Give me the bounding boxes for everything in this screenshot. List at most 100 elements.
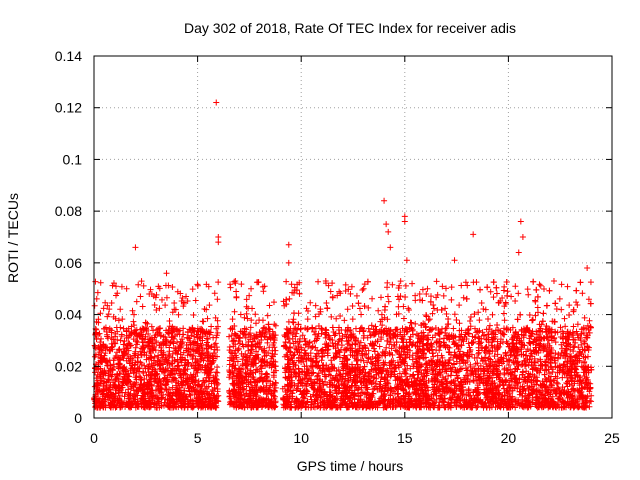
data-point [576, 357, 583, 364]
data-point [179, 295, 186, 302]
data-point [108, 344, 115, 351]
data-point [193, 394, 200, 401]
data-point [99, 395, 106, 402]
data-point [256, 368, 263, 375]
data-point [147, 381, 154, 388]
data-point [549, 368, 556, 375]
data-point [95, 399, 102, 406]
data-point [475, 309, 482, 316]
data-point [252, 382, 259, 389]
data-point [232, 362, 239, 369]
data-point [156, 305, 163, 312]
data-point [207, 366, 214, 373]
data-point [213, 334, 220, 341]
data-point [443, 325, 450, 332]
data-point [212, 399, 219, 406]
data-point [96, 386, 103, 393]
data-point [429, 334, 436, 341]
data-point [444, 321, 451, 328]
data-point [573, 328, 580, 335]
data-point [534, 309, 541, 316]
data-point [352, 325, 359, 332]
data-point [101, 370, 108, 377]
data-point [408, 324, 415, 331]
data-point [167, 404, 174, 411]
data-point [476, 327, 483, 334]
data-point [151, 334, 158, 341]
data-point [172, 306, 179, 313]
data-point [153, 339, 160, 346]
data-point [432, 377, 439, 384]
data-point [442, 329, 449, 336]
data-point [95, 316, 102, 323]
data-point [118, 386, 125, 393]
data-point [139, 339, 146, 346]
data-point [259, 283, 266, 290]
data-point [579, 290, 586, 297]
data-point [296, 371, 303, 378]
data-point [175, 311, 182, 318]
data-point [247, 380, 254, 387]
data-point [111, 363, 118, 370]
data-point [106, 325, 113, 332]
data-point [211, 392, 218, 399]
data-point [531, 355, 538, 362]
data-point [281, 342, 288, 349]
data-point [181, 370, 188, 377]
data-point [259, 317, 266, 324]
data-point [92, 369, 99, 376]
data-point [144, 403, 151, 410]
data-point [526, 311, 533, 318]
data-point [386, 341, 393, 348]
data-point [524, 286, 531, 293]
data-point [318, 357, 325, 364]
data-point [190, 311, 197, 318]
data-point [185, 380, 192, 387]
data-point [192, 348, 199, 355]
data-point [389, 281, 396, 288]
data-point [588, 392, 595, 399]
data-point [270, 392, 277, 399]
data-point [204, 355, 211, 362]
data-point [253, 279, 260, 286]
data-point [227, 369, 234, 376]
data-point [534, 358, 541, 365]
data-point [167, 338, 174, 345]
data-point [137, 326, 144, 333]
data-point [349, 303, 356, 310]
data-point [93, 295, 100, 302]
data-point [290, 340, 297, 347]
data-point [173, 404, 180, 411]
data-point [98, 402, 105, 409]
data-point [169, 350, 176, 357]
data-point [384, 337, 391, 344]
data-point [464, 282, 471, 289]
data-point [132, 404, 139, 411]
data-point [156, 399, 163, 406]
data-point [227, 354, 234, 361]
data-point [142, 319, 149, 326]
data-point [178, 394, 184, 401]
data-point [178, 359, 185, 366]
data-point [232, 280, 239, 287]
data-point [143, 356, 150, 363]
data-point [194, 282, 201, 289]
data-point [231, 308, 238, 315]
data-point [353, 292, 360, 299]
data-point [153, 326, 160, 333]
data-point [263, 382, 270, 389]
data-point [203, 341, 210, 348]
data-point [180, 378, 187, 385]
data-point [536, 281, 543, 288]
data-point [137, 395, 144, 402]
data-point [342, 281, 349, 288]
data-point [345, 286, 352, 293]
data-point [329, 280, 336, 287]
data-point [250, 374, 257, 381]
data-point [156, 376, 163, 383]
data-points [91, 99, 595, 411]
data-point [151, 301, 158, 308]
data-point [436, 382, 443, 389]
data-point [188, 332, 195, 339]
data-point [129, 397, 136, 404]
